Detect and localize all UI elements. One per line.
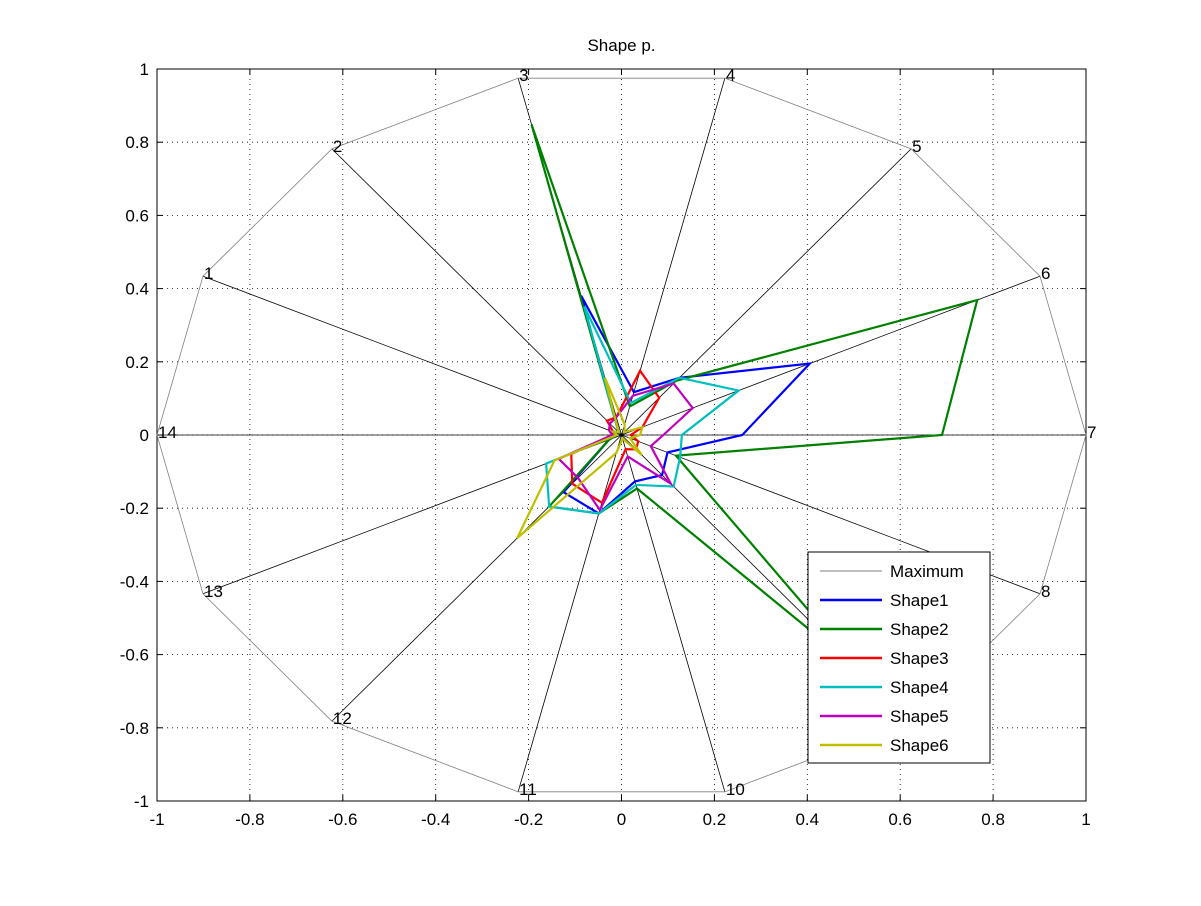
x-tick-label: 1 bbox=[1081, 810, 1090, 829]
spoke-label: 8 bbox=[1041, 582, 1050, 601]
spoke-label: 5 bbox=[912, 137, 921, 156]
y-tick-label: -0.6 bbox=[120, 646, 149, 665]
spoke-label: 7 bbox=[1087, 423, 1096, 442]
y-tick-label: 0 bbox=[140, 426, 149, 445]
y-tick-label: -0.8 bbox=[120, 719, 149, 738]
x-tick-label: 0.8 bbox=[981, 810, 1005, 829]
x-tick-label: 0.4 bbox=[795, 810, 819, 829]
series-maximum bbox=[156, 77, 1087, 793]
x-tick-label: 0.2 bbox=[703, 810, 727, 829]
spoke-line bbox=[517, 434, 622, 792]
spoke-line bbox=[331, 148, 622, 436]
axis-ticks: -1 -0.8 -0.6 -0.4 -0.2 0 0.2 0.4 0.6 0.8 1 -1 -0.8 -0… bbox=[120, 60, 1091, 829]
x-tick-label: -0.8 bbox=[235, 810, 264, 829]
y-tick-label: -1 bbox=[134, 792, 149, 811]
series-shape5 bbox=[556, 382, 695, 513]
x-tick-label: -0.6 bbox=[328, 810, 357, 829]
legend-label: Shape1 bbox=[890, 591, 949, 610]
series-shape6 bbox=[516, 377, 645, 539]
legend-label: Shape6 bbox=[890, 736, 949, 755]
radar-series bbox=[156, 77, 1087, 793]
x-tick-label: 0.6 bbox=[888, 810, 912, 829]
chart-title: Shape p. bbox=[587, 36, 655, 55]
spoke-line bbox=[202, 275, 622, 436]
x-tick-label: -0.4 bbox=[421, 810, 450, 829]
legend-label: Shape2 bbox=[890, 620, 949, 639]
spoke-label: 13 bbox=[204, 582, 223, 601]
legend-label: Shape5 bbox=[890, 707, 949, 726]
x-tick-label: -1 bbox=[149, 810, 164, 829]
legend: Maximum Shape1 Shape2 Shape3 Shape4 Shape5 Sha… bbox=[807, 551, 991, 764]
spoke-label: 12 bbox=[333, 709, 352, 728]
spoke-label: 6 bbox=[1041, 264, 1050, 283]
legend-label: Maximum bbox=[890, 562, 964, 581]
y-tick-label: 0.8 bbox=[125, 133, 149, 152]
y-tick-label: -0.4 bbox=[120, 572, 149, 591]
series-shape3 bbox=[570, 368, 661, 505]
spoke-label: 2 bbox=[333, 137, 342, 156]
spoke-label: 11 bbox=[519, 780, 537, 799]
series-shape2 bbox=[530, 124, 979, 674]
y-tick-label: 0.6 bbox=[125, 206, 149, 225]
spoke-label: 1 bbox=[204, 264, 213, 283]
spoke-line bbox=[621, 434, 726, 792]
spoke-line bbox=[621, 148, 912, 436]
y-tick-label: -0.2 bbox=[120, 499, 149, 518]
y-tick-label: 0.4 bbox=[125, 280, 149, 299]
spoke-label: 3 bbox=[519, 66, 528, 85]
spoke-label: 10 bbox=[726, 780, 745, 799]
x-tick-label: -0.2 bbox=[514, 810, 543, 829]
x-tick-label: 0 bbox=[617, 810, 626, 829]
legend-label: Shape4 bbox=[890, 678, 949, 697]
spoke-label: 14 bbox=[158, 423, 177, 442]
spoke-label: 4 bbox=[726, 66, 735, 85]
y-tick-label: 0.2 bbox=[125, 353, 149, 372]
legend-label: Shape3 bbox=[890, 649, 949, 668]
y-tick-label: 1 bbox=[140, 60, 149, 79]
